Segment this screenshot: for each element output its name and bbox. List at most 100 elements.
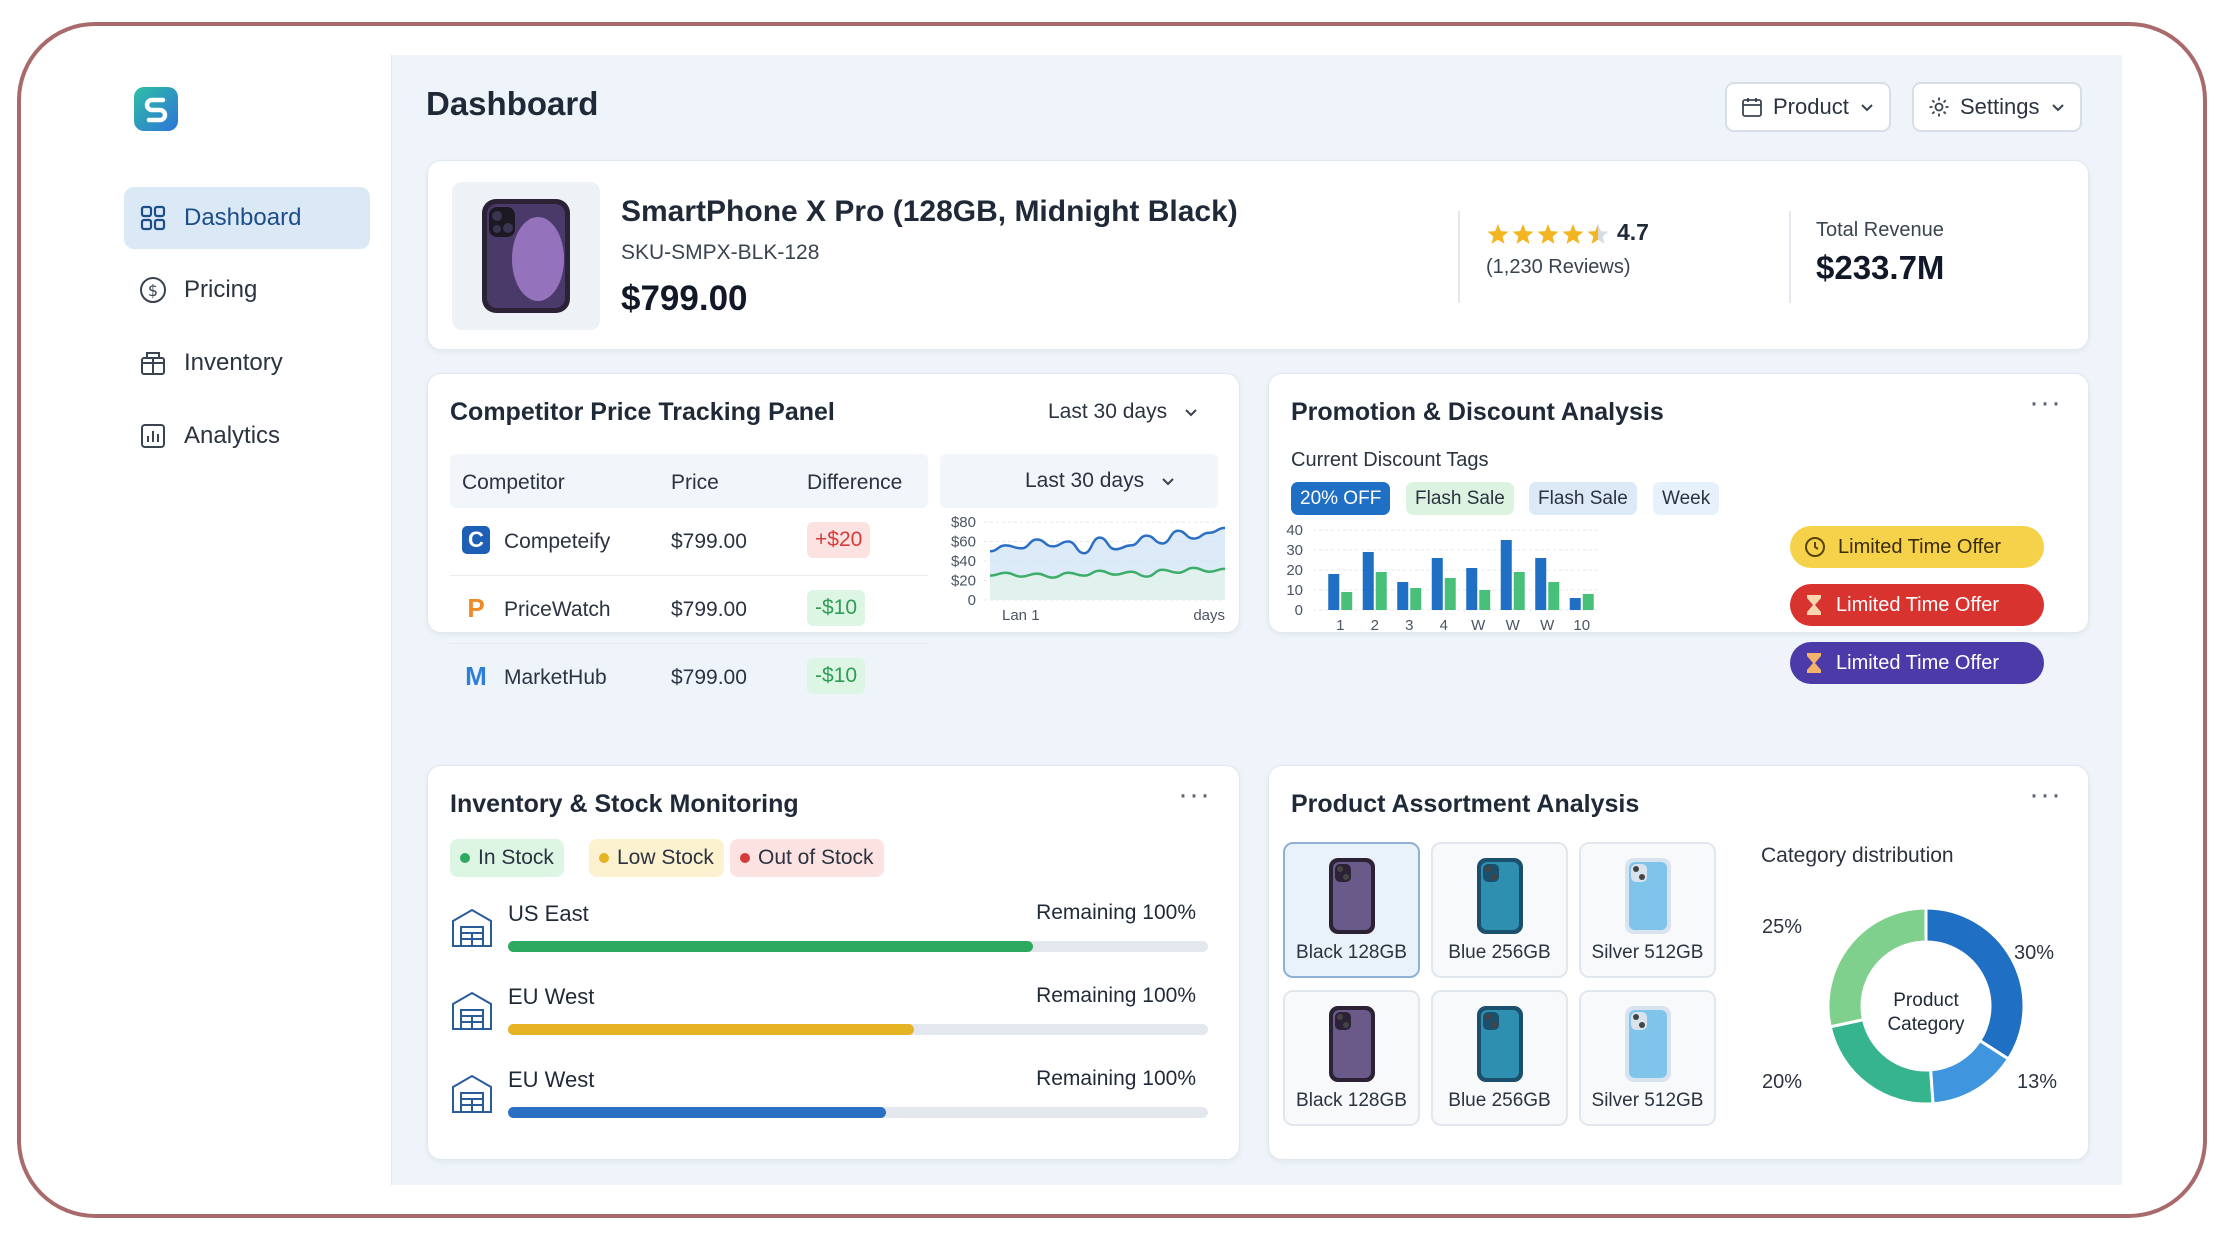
variant-label: Black 128GB: [1296, 1090, 1407, 1111]
variant-label: Black 128GB: [1296, 942, 1407, 963]
sidebar-item-inventory[interactable]: Inventory: [124, 332, 370, 394]
product-variant-tile[interactable]: Black 128GB: [1283, 842, 1420, 978]
legend-low-stock[interactable]: Low Stock: [589, 839, 724, 877]
y-tick-label: 20: [1286, 562, 1303, 579]
settings-dropdown[interactable]: Settings: [1912, 82, 2082, 132]
status-dot: [740, 853, 750, 863]
warehouse-row[interactable]: US East Remaining 100%: [450, 901, 1218, 961]
bar: [1362, 552, 1374, 610]
divider: [1789, 211, 1791, 303]
offer-badge[interactable]: Limited Time Offer: [1790, 526, 2044, 568]
column-header: Competitor: [462, 471, 565, 494]
bar: [1328, 574, 1340, 610]
product-dropdown-label: Product: [1773, 94, 1849, 119]
table-row[interactable]: C Competeify $799.00 +$20: [450, 508, 928, 576]
range-select[interactable]: Last 30 days: [1048, 400, 1199, 424]
sidebar-item-label: Pricing: [184, 276, 258, 303]
discount-bar-chart: 40 30 20 10 0 1 2 3 4 W W W 10: [1286, 524, 1599, 634]
product-variant-tile[interactable]: Silver 512GB: [1579, 990, 1716, 1126]
product-variant-tile[interactable]: Black 128GB: [1283, 990, 1420, 1126]
y-tick-label: 30: [1286, 542, 1303, 559]
sidebar-item-analytics[interactable]: Analytics: [124, 405, 370, 467]
offer-badge[interactable]: Limited Time Offer: [1790, 642, 2044, 684]
revenue-value: $233.7M: [1816, 249, 1945, 286]
x-tick-label: W: [1540, 617, 1555, 634]
product-variant-tile[interactable]: Blue 256GB: [1431, 842, 1568, 978]
warehouse-row[interactable]: EU West Remaining 100%: [450, 1067, 1218, 1127]
legend-in-stock[interactable]: In Stock: [450, 839, 564, 877]
sidebar: Dashboard $ Pricing Inventory Analytics: [102, 55, 392, 1185]
variant-label: Blue 256GB: [1448, 1090, 1551, 1111]
chart-range-select[interactable]: Last 30 days: [940, 454, 1218, 508]
series-area: [990, 567, 1225, 600]
warehouse-icon: [452, 908, 492, 947]
variant-label: Silver 512GB: [1591, 942, 1704, 963]
warehouse-name: EU West: [508, 984, 595, 1009]
table-row[interactable]: M MarketHub $799.00 -$10: [450, 644, 928, 712]
sidebar-item-pricing[interactable]: $ Pricing: [124, 259, 370, 321]
discount-tag[interactable]: Week: [1653, 482, 1720, 515]
product-variant-tile[interactable]: Silver 512GB: [1579, 842, 1716, 978]
y-tick-label: 0: [1295, 602, 1303, 619]
star-icon: [1512, 224, 1534, 244]
stock-bar-fill: [508, 941, 1033, 952]
competitor-price: $799.00: [671, 598, 747, 621]
bar: [1375, 572, 1387, 610]
discount-tag[interactable]: 20% OFF: [1291, 482, 1391, 515]
bar: [1431, 558, 1443, 610]
phone-thumbnail: [1477, 858, 1523, 934]
warehouse-row[interactable]: EU West Remaining 100%: [450, 984, 1218, 1044]
card-title: Inventory & Stock Monitoring: [450, 790, 799, 818]
warehouse-name: EU West: [508, 1067, 595, 1092]
legend-out-of-stock[interactable]: Out of Stock: [730, 839, 884, 877]
bar: [1569, 598, 1581, 610]
star-icon: [1537, 224, 1559, 244]
app-logo[interactable]: [134, 87, 178, 131]
calendar-icon: [1742, 98, 1762, 117]
product-name: SmartPhone X Pro (128GB, Midnight Black): [621, 195, 1238, 228]
x-tick-label: 1: [1336, 617, 1344, 634]
clock-icon: [1805, 537, 1825, 557]
discount-tag[interactable]: Flash Sale: [1406, 482, 1514, 515]
bar: [1500, 540, 1512, 610]
bar: [1548, 582, 1560, 610]
product-variant-tile[interactable]: Blue 256GB: [1431, 990, 1568, 1126]
stock-bar-fill: [508, 1107, 886, 1118]
product-dropdown[interactable]: Product: [1725, 82, 1891, 132]
hourglass-icon: [1807, 653, 1821, 673]
donut-slice: [1924, 906, 2026, 1062]
star-rating-icon: [1487, 224, 1609, 244]
card-title: Product Assortment Analysis: [1291, 790, 1640, 818]
more-options-icon[interactable]: ···: [1178, 778, 1211, 811]
chevron-down-icon: [2051, 104, 2064, 112]
sidebar-item-dashboard[interactable]: Dashboard: [124, 187, 370, 249]
more-options-icon[interactable]: ···: [2029, 778, 2062, 811]
bar: [1479, 590, 1491, 610]
stock-bar-fill: [508, 1024, 914, 1035]
donut-label: 20%: [1762, 1071, 1803, 1093]
page-title: Dashboard: [426, 85, 599, 122]
x-tick-label: days: [1193, 607, 1225, 624]
competeify-logo-icon: C: [462, 526, 490, 554]
bar: [1582, 594, 1594, 610]
donut-label: 30%: [2014, 942, 2055, 964]
category-donut-chart: [1826, 906, 2026, 1106]
range-select-label: Last 30 days: [1048, 400, 1168, 423]
discount-tag[interactable]: Flash Sale: [1529, 482, 1637, 515]
product-image: [452, 182, 600, 330]
y-tick-label: $40: [951, 553, 976, 570]
warehouse-icon: [452, 1074, 492, 1113]
chevron-down-icon: [1185, 409, 1197, 417]
x-tick-label: W: [1471, 617, 1486, 634]
phone-thumbnail: [1329, 858, 1375, 934]
donut-center-label: Product Category: [1866, 989, 1986, 1037]
more-options-icon[interactable]: ···: [2029, 386, 2062, 419]
price-trend-chart: $80 $60 $40 $20 0 Lan 1 days: [951, 514, 1226, 624]
product-summary-card: SmartPhone X Pro (128GB, Midnight Black)…: [427, 160, 2089, 350]
table-row[interactable]: P PriceWatch $799.00 -$10: [450, 576, 928, 644]
sidebar-item-label: Inventory: [184, 349, 283, 376]
stock-bar: [508, 1107, 1208, 1118]
star-icon: [1487, 224, 1509, 244]
offer-badge[interactable]: Limited Time Offer: [1790, 584, 2044, 626]
donut-label: 25%: [1762, 916, 1803, 938]
